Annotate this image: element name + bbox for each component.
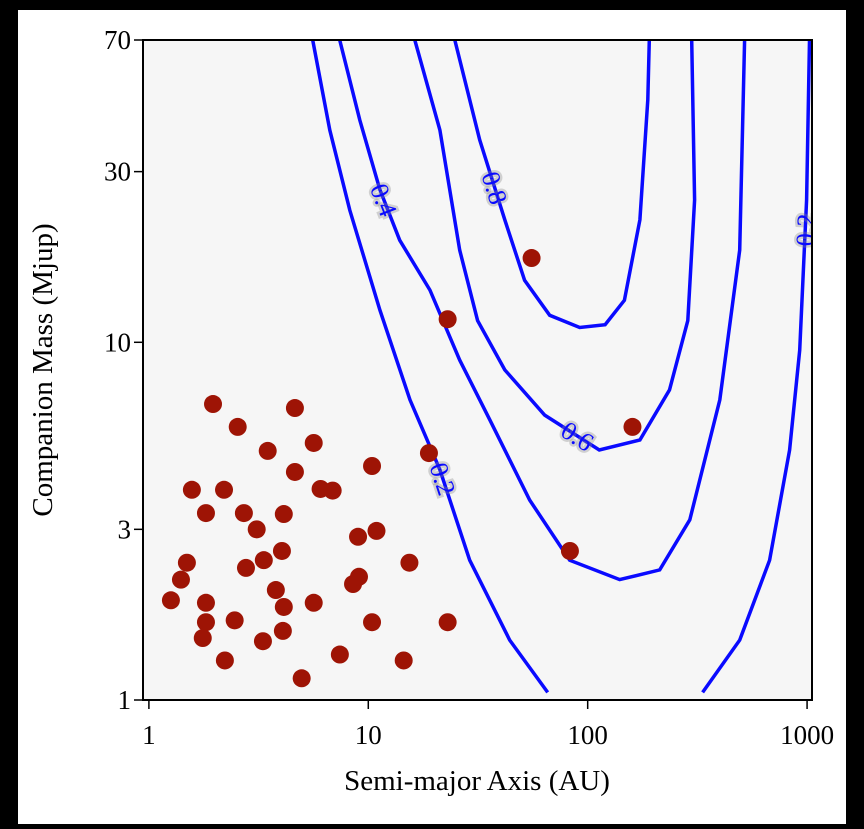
data-point: [253, 632, 272, 651]
data-point: [419, 444, 438, 463]
data-point: [196, 593, 215, 612]
data-point: [225, 611, 244, 630]
data-point: [215, 480, 234, 499]
y-tick-label: 30: [104, 157, 131, 187]
data-point: [228, 417, 247, 436]
data-point: [204, 395, 223, 414]
data-point: [247, 520, 266, 539]
data-point: [304, 593, 323, 612]
contour-line: [453, 40, 652, 330]
data-point: [171, 570, 190, 589]
data-point: [522, 249, 541, 268]
data-point: [266, 581, 285, 600]
x-tick-label: 100: [567, 720, 608, 750]
data-point: [349, 527, 368, 546]
data-point: [400, 553, 419, 572]
x-tick-label: 1: [142, 720, 156, 750]
x-tick-label: 1000: [780, 720, 834, 750]
data-point: [367, 521, 386, 540]
data-point: [560, 541, 579, 560]
y-tick-label: 3: [118, 514, 132, 544]
axes-frame: [142, 39, 813, 701]
data-point: [363, 456, 382, 475]
data-point: [438, 613, 457, 632]
y-axis-label: Companion Mass (Mjup): [27, 223, 59, 516]
y-tick-label: 1: [118, 685, 132, 715]
data-point: [258, 441, 277, 460]
contour-line: [338, 40, 747, 582]
data-point: [349, 567, 368, 586]
data-point: [274, 597, 293, 616]
contours: 0.20.20.40.60.8: [310, 40, 820, 694]
data-point: [292, 669, 311, 688]
y-tick-label: 70: [104, 25, 131, 55]
data-point: [236, 558, 255, 577]
data-point: [363, 613, 382, 632]
data-point: [438, 310, 457, 329]
data-point: [304, 433, 323, 452]
data-point: [161, 591, 180, 610]
data-point: [196, 504, 215, 523]
heatmap: [143, 40, 812, 700]
x-tick-label: 10: [355, 720, 382, 750]
data-point: [623, 417, 642, 436]
contour-line: [413, 40, 697, 452]
x-axis-label: Semi-major Axis (AU): [344, 765, 610, 797]
contour-line: [310, 40, 812, 694]
data-point: [177, 553, 196, 572]
data-point: [330, 645, 349, 664]
data-point: [323, 481, 342, 500]
data-point: [285, 462, 304, 481]
data-point: [196, 613, 215, 632]
data-point: [274, 505, 293, 524]
data-point: [193, 629, 212, 648]
y-tick-label: 10: [104, 327, 131, 357]
data-point: [215, 651, 234, 670]
data-point: [182, 480, 201, 499]
data-point: [272, 541, 291, 560]
data-point: [285, 399, 304, 418]
data-point: [273, 621, 292, 640]
data-point: [254, 551, 273, 570]
data-point: [234, 504, 253, 523]
data-point: [394, 651, 413, 670]
contour-label: 0.2: [790, 213, 820, 247]
